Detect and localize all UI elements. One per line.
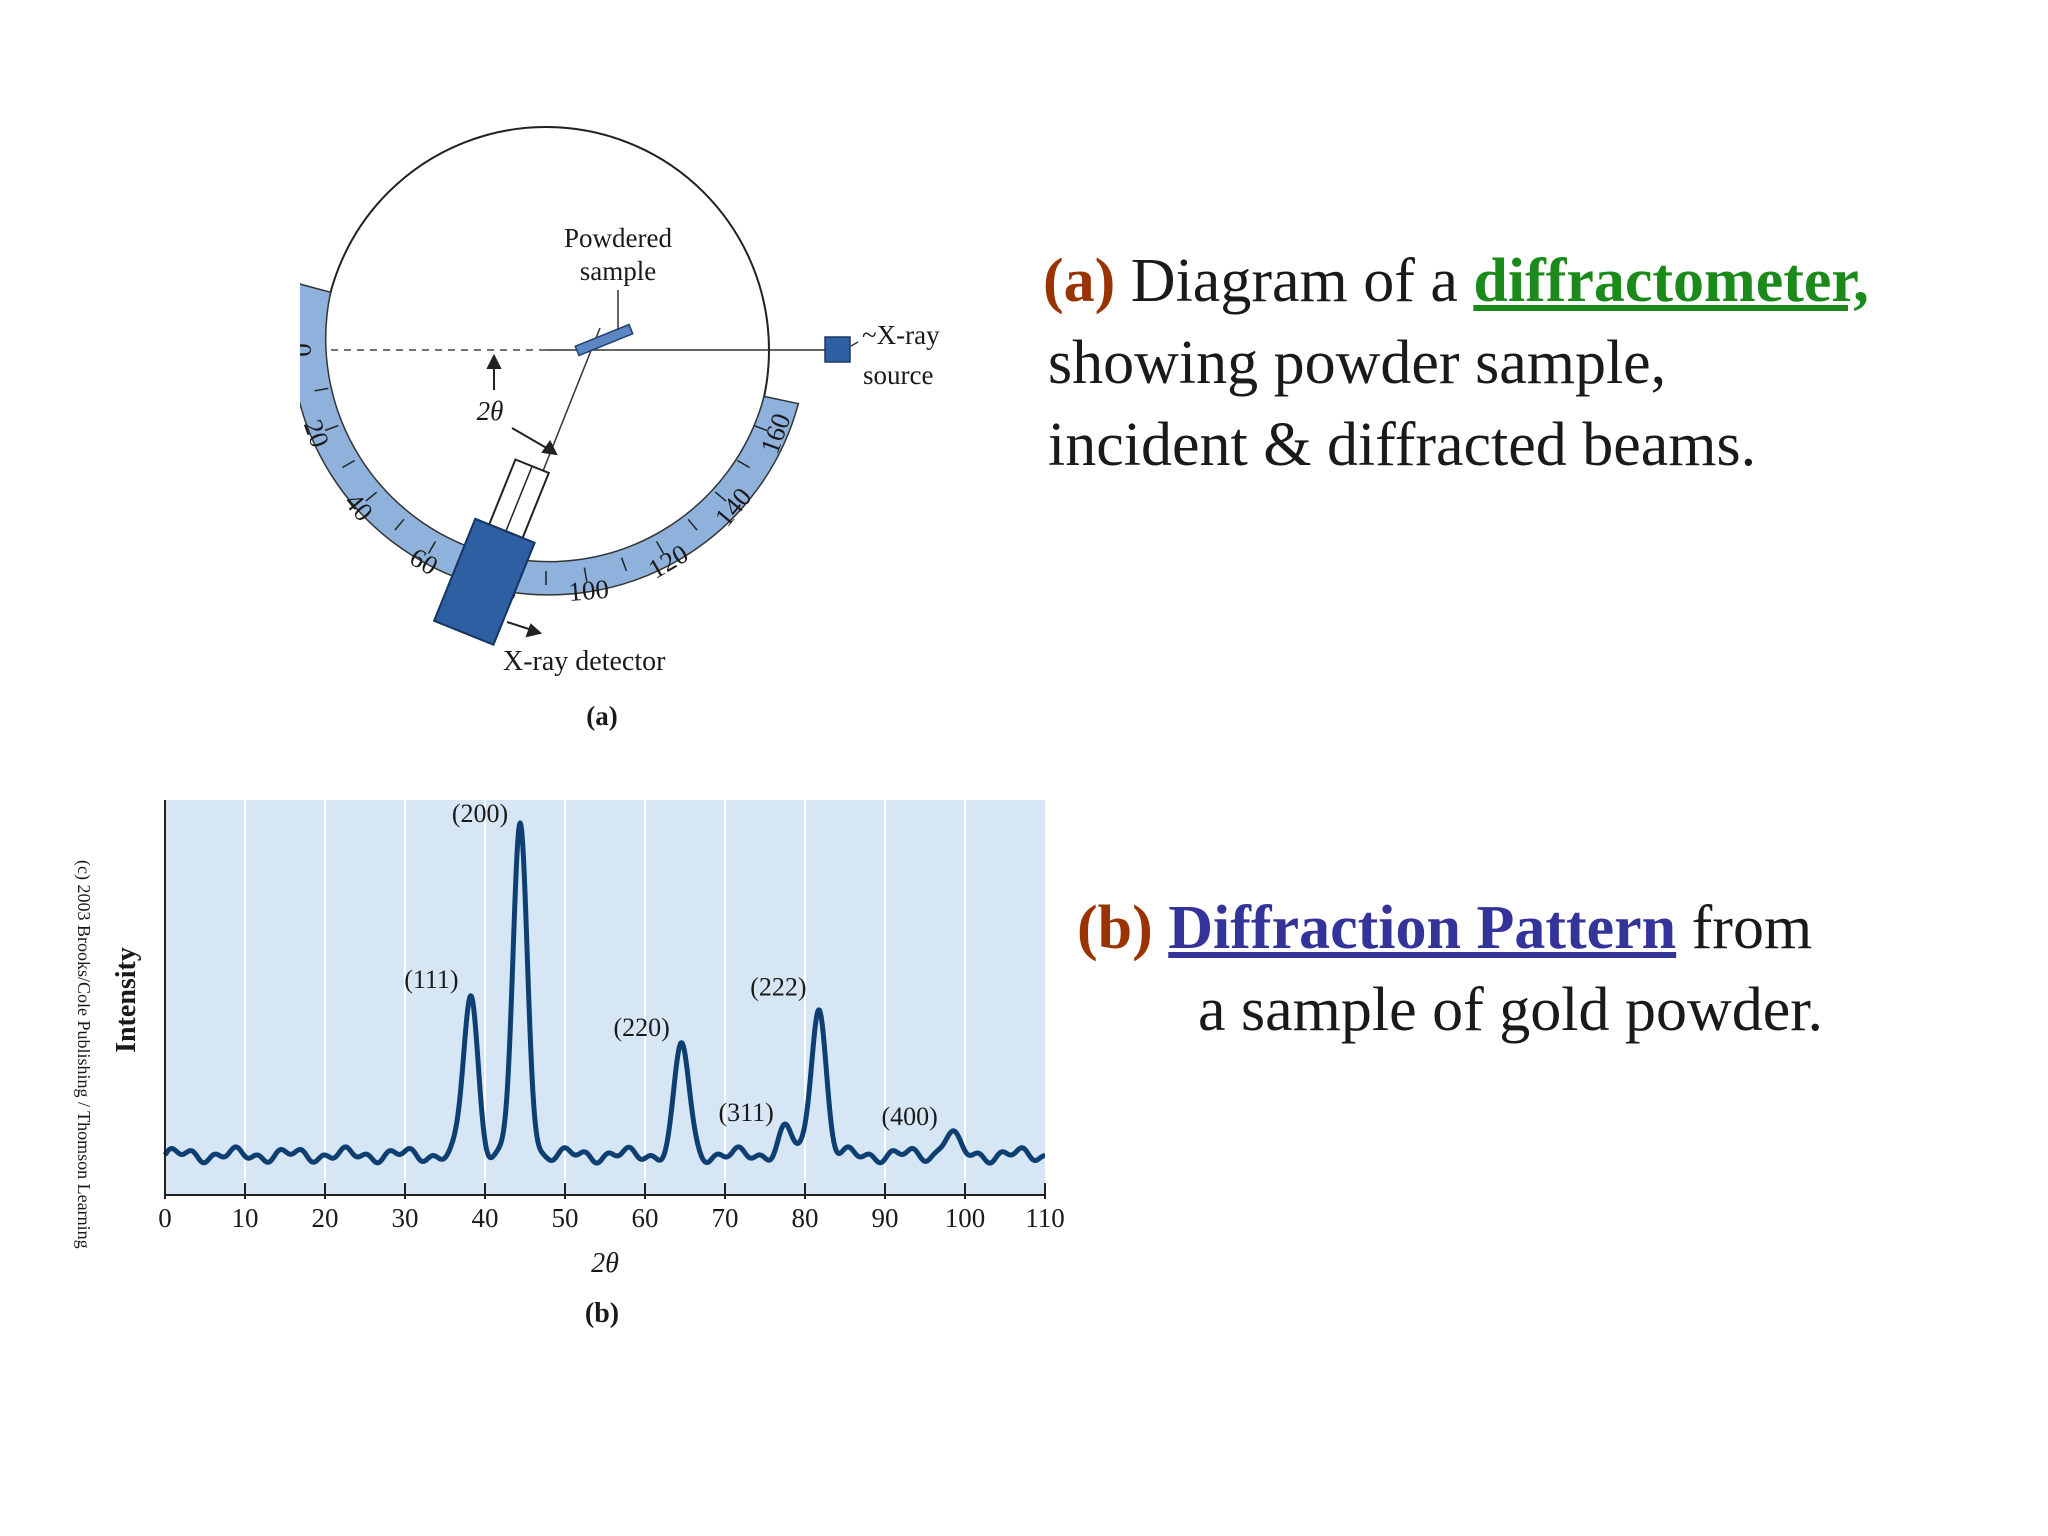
- scale-tick: [583, 567, 588, 582]
- caption-b: (b) Diffraction Pattern from a sample of…: [1077, 887, 1823, 1051]
- xray-source: [824, 336, 851, 363]
- source-label-line1: ~X-ray: [862, 320, 940, 350]
- peak-labels: (111) (200) (220) (311) (222) (400): [404, 799, 938, 1131]
- caption-a-line3: incident & diffracted beams.: [1048, 411, 1757, 479]
- scale-tick: [620, 557, 628, 572]
- xray-detector-group: [432, 458, 551, 647]
- scale-tick: [427, 541, 437, 554]
- angle-scale: [300, 283, 800, 596]
- scale-tick: [342, 459, 355, 469]
- two-theta-arrow: [486, 353, 558, 456]
- scale-tick: [737, 459, 750, 469]
- source-label-line2: source: [863, 360, 933, 390]
- peak-label: (222): [750, 973, 806, 1002]
- x-tick-label: 100: [945, 1203, 986, 1233]
- x-tick-label: 20: [312, 1203, 339, 1233]
- diffraction-pattern-line: [162, 820, 1047, 1166]
- scale-tick: [714, 491, 727, 502]
- x-tick-label: 10: [232, 1203, 259, 1233]
- copyright-notice: (c) 2003 Brooks/Cole Publishing / Thomso…: [73, 860, 90, 1249]
- caption-a-text: Diagram of a: [1115, 247, 1474, 315]
- scale-tick: [687, 518, 698, 531]
- x-tick-label: 40: [472, 1203, 499, 1233]
- y-axis-label: Intensity: [111, 947, 142, 1053]
- sample-label-line2: sample: [580, 256, 656, 286]
- plot-background: [165, 800, 1045, 1195]
- caption-b-line1: (b) Diffraction Pattern from: [1077, 887, 1823, 969]
- scale-tick: [314, 387, 329, 392]
- angle-label: 2θ: [477, 396, 504, 426]
- powdered-sample: [574, 323, 634, 357]
- x-tick-label: 0: [158, 1203, 172, 1233]
- angle-scale-ticks: [314, 387, 768, 585]
- scale-label: 0: [300, 343, 317, 357]
- scale-tick: [365, 491, 378, 502]
- x-tick-label: 60: [632, 1203, 659, 1233]
- figure-b-label: (b): [585, 1298, 619, 1329]
- x-tick-label: 80: [792, 1203, 819, 1233]
- caption-b-tag: (b): [1077, 894, 1153, 962]
- x-tick-labels: 0 10 20 30 40 50 60 70 80 90 100 110: [158, 1203, 1065, 1233]
- sample-label-line1: Powdered: [564, 223, 672, 253]
- detector-motion-arrow: [506, 621, 543, 638]
- scale-tick: [394, 518, 405, 531]
- peak-label: (400): [881, 1102, 937, 1131]
- figure-a-label: (a): [586, 701, 617, 731]
- caption-a-line1: (a) Diagram of a diffractometer,: [1043, 240, 1869, 322]
- peak-label: (311): [718, 1098, 773, 1127]
- detector-label: X-ray detector: [503, 646, 666, 677]
- diffractometer-diagram: 020406080100120140160 Powdered sample ~X…: [300, 126, 940, 731]
- scale-tick: [324, 424, 339, 432]
- peak-label: (220): [613, 1013, 669, 1042]
- xray-detector: [432, 517, 536, 647]
- scale-label: 100: [567, 574, 610, 607]
- caption-b-line2: a sample of gold powder.: [1198, 976, 1824, 1044]
- scale-tick: [753, 424, 768, 432]
- copyright-text: (c) 2003 Brooks/Cole Publishing / Thomso…: [73, 860, 90, 1249]
- x-tick-label: 70: [712, 1203, 739, 1233]
- caption-b-text: from: [1676, 894, 1813, 962]
- caption-a: (a) Diagram of a diffractometer, showing…: [1043, 240, 1869, 486]
- diffraction-pattern-link[interactable]: Diffraction Pattern: [1168, 894, 1677, 962]
- scale-tick: [655, 541, 665, 554]
- diffractometer-link[interactable]: diffractometer,: [1473, 247, 1869, 315]
- x-tick-label: 110: [1025, 1203, 1065, 1233]
- x-ticks: [164, 1183, 1046, 1199]
- diffraction-chart: 0 10 20 30 40 50 60 70 80 90 100 110 (111) (200) (220…: [111, 799, 1065, 1329]
- x-tick-label: 90: [872, 1203, 899, 1233]
- x-tick-label: 30: [392, 1203, 419, 1233]
- caption-a-line2: showing powder sample,: [1048, 329, 1667, 397]
- x-axis-label: 2θ: [591, 1248, 619, 1279]
- x-tick-label: 50: [552, 1203, 579, 1233]
- peak-label: (200): [452, 799, 508, 828]
- peak-label: (111): [404, 965, 458, 994]
- caption-a-tag: (a): [1043, 247, 1116, 315]
- grid-lines: [244, 800, 966, 1195]
